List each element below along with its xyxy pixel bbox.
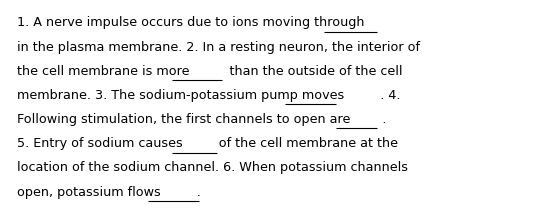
Text: the cell membrane is more          than the outside of the cell: the cell membrane is more than the outsi… — [17, 65, 402, 78]
Text: 5. Entry of sodium causes         of the cell membrane at the: 5. Entry of sodium causes of the cell me… — [17, 137, 398, 150]
Text: location of the sodium channel. 6. When potassium channels: location of the sodium channel. 6. When … — [17, 161, 408, 175]
Text: membrane. 3. The sodium-potassium pump moves         . 4.: membrane. 3. The sodium-potassium pump m… — [17, 89, 401, 102]
Text: Following stimulation, the first channels to open are        .: Following stimulation, the first channel… — [17, 113, 387, 126]
Text: 1. A nerve impulse occurs due to ions moving through: 1. A nerve impulse occurs due to ions mo… — [17, 17, 405, 29]
Text: open, potassium flows         .: open, potassium flows . — [17, 186, 201, 199]
Text: in the plasma membrane. 2. In a resting neuron, the interior of: in the plasma membrane. 2. In a resting … — [17, 41, 420, 54]
